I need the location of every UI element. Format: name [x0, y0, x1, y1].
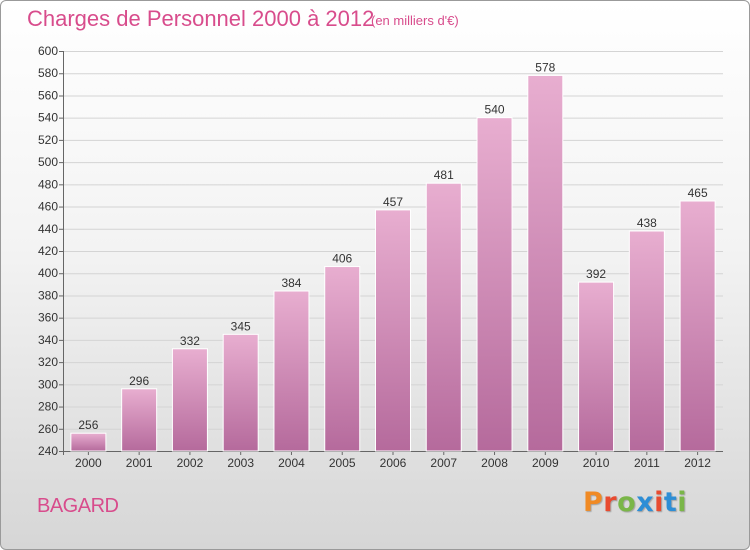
bar	[222, 333, 259, 452]
y-tick-label: 600	[38, 44, 58, 58]
bar	[171, 348, 208, 452]
logo-letter: r	[603, 487, 618, 518]
x-tick-label: 2004	[278, 456, 305, 470]
y-tick-label: 440	[38, 222, 58, 236]
bar	[70, 432, 107, 452]
x-axis-labels: 2000 2001 2002 2003 2004 2005 2006 2007 2008 2009…	[75, 456, 711, 470]
x-tick-label: 2002	[177, 456, 204, 470]
y-tick-label: 260	[38, 422, 58, 436]
y-tick-label: 580	[38, 66, 58, 80]
x-tick-label: 2012	[684, 456, 711, 470]
data-label: 332	[180, 334, 200, 348]
y-tick-label: 540	[38, 111, 58, 125]
y-tick-label: 360	[38, 311, 58, 325]
bar	[425, 182, 462, 452]
chart-title: Charges de Personnel 2000 à 2012	[27, 6, 375, 31]
x-tick-label: 2001	[126, 456, 153, 470]
logo-letter: o	[617, 487, 637, 518]
data-label: 438	[637, 216, 657, 230]
logo-letter: t	[663, 487, 678, 518]
data-label: 392	[586, 267, 606, 281]
x-tick-label: 2000	[75, 456, 102, 470]
bar	[476, 117, 513, 452]
bar	[628, 230, 665, 452]
y-tick-label: 420	[38, 244, 58, 258]
y-tick-label: 400	[38, 266, 58, 280]
data-label: 465	[688, 186, 708, 200]
y-tick-label: 460	[38, 200, 58, 214]
x-tick-label: 2003	[227, 456, 254, 470]
bar	[324, 266, 361, 452]
data-label: 481	[434, 168, 454, 182]
x-tick-label: 2006	[380, 456, 407, 470]
chart-subtitle: (en milliers d'€)	[371, 13, 459, 28]
bar	[273, 290, 310, 452]
bars	[70, 74, 716, 452]
y-tick-label: 380	[38, 288, 58, 302]
logo-letter: P	[583, 487, 604, 518]
y-tick-label: 320	[38, 355, 58, 369]
bar	[121, 388, 158, 452]
y-tick-label: 240	[38, 444, 58, 458]
x-tick-label: 2011	[634, 456, 660, 470]
data-label: 296	[129, 374, 149, 388]
data-label: 540	[485, 103, 505, 117]
bar	[527, 74, 564, 452]
bar	[375, 209, 411, 452]
logo-letter: i	[677, 487, 688, 518]
data-label: 345	[231, 319, 251, 333]
y-tick-label: 480	[38, 177, 58, 191]
y-tick-label: 280	[38, 400, 58, 414]
y-tick-label: 340	[38, 333, 58, 347]
commune-name: BAGARD	[37, 495, 119, 517]
y-tick-label: 300	[38, 377, 58, 391]
data-label: 384	[281, 276, 301, 290]
logo-letter: x	[636, 487, 655, 518]
y-tick-label: 500	[38, 155, 58, 169]
x-tick-label: 2007	[430, 456, 457, 470]
proxiti-logo: Proxiti	[583, 487, 687, 518]
y-tick-label: 520	[38, 133, 58, 147]
x-tick-label: 2005	[329, 456, 356, 470]
data-label: 406	[332, 252, 352, 266]
x-tick-label: 2008	[481, 456, 508, 470]
data-label: 578	[535, 60, 555, 74]
y-axis-labels: 240 260 280 300 320 340 360 380 400 420 440 460 480 5…	[38, 44, 58, 458]
bar	[578, 281, 615, 452]
logo-letter: i	[654, 487, 664, 518]
y-tick-label: 560	[38, 88, 58, 102]
x-tick-label: 2009	[532, 456, 559, 470]
data-label: 457	[383, 195, 403, 209]
x-tick-label: 2010	[583, 456, 610, 470]
bar	[679, 200, 716, 452]
data-labels: 256 296 332 345 384 406 457 481 540 578 392 438 465	[78, 60, 708, 432]
data-label: 256	[78, 418, 98, 432]
